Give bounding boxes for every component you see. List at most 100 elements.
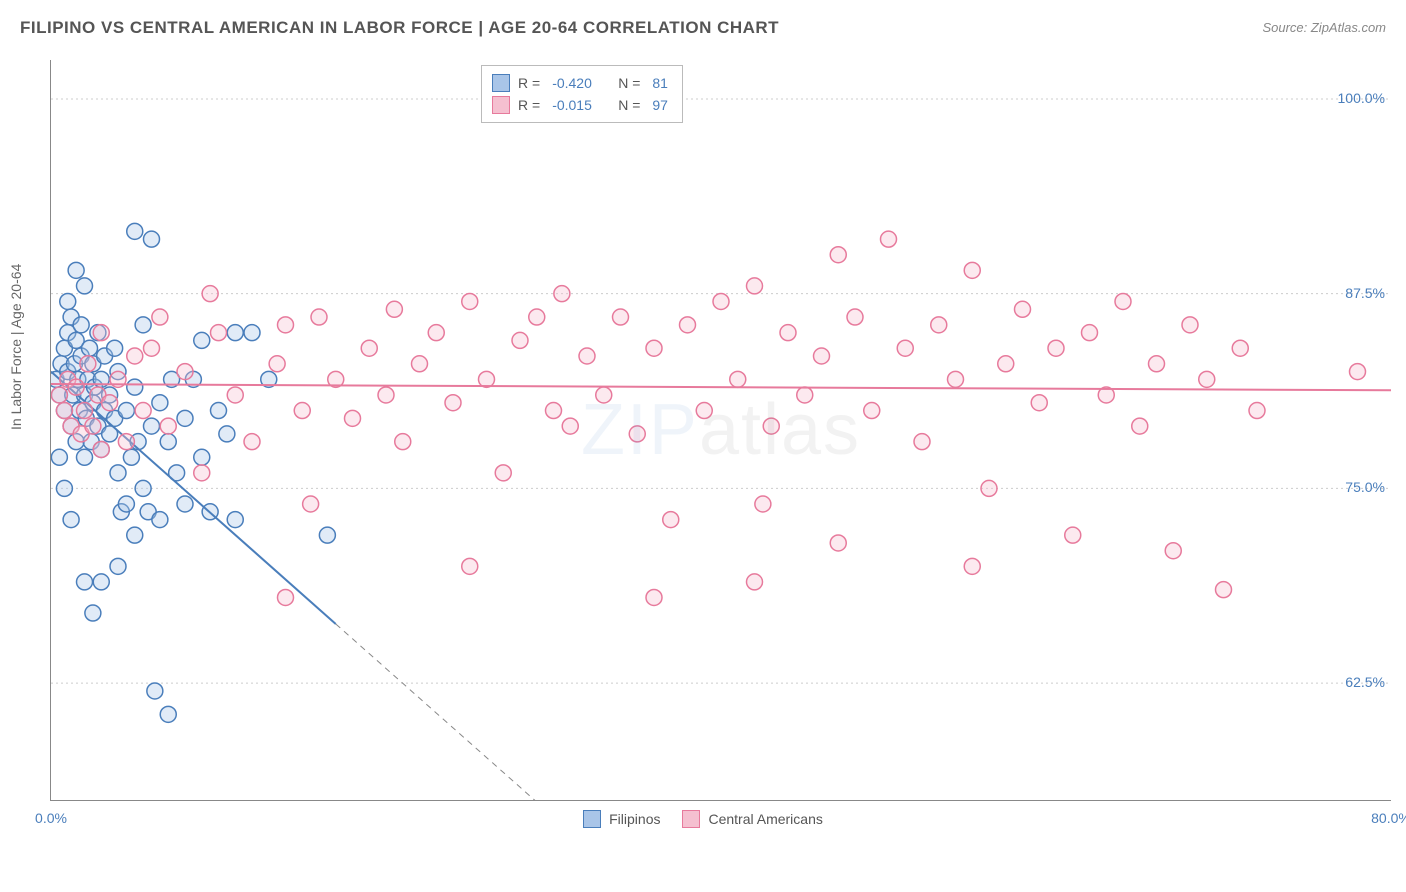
central_americans-point	[1082, 325, 1098, 341]
chart-source: Source: ZipAtlas.com	[1262, 20, 1386, 35]
filipinos-point	[135, 317, 151, 333]
central_americans-point	[194, 465, 210, 481]
plot-area: R =-0.420N =81R =-0.015N =97 ZIPatlas 62…	[50, 60, 1391, 801]
central_americans-point	[77, 403, 93, 419]
filipinos-point	[160, 706, 176, 722]
central_americans-point	[864, 403, 880, 419]
filipinos-point	[73, 317, 89, 333]
central_americans-point	[93, 441, 109, 457]
filipinos-point	[194, 449, 210, 465]
central_americans-point	[311, 309, 327, 325]
filipinos-point	[177, 496, 193, 512]
filipinos-point	[127, 223, 143, 239]
filipinos-point	[118, 496, 134, 512]
central_americans-point	[144, 340, 160, 356]
central_americans-point	[1031, 395, 1047, 411]
legend-n-label: N =	[618, 72, 640, 94]
legend-row-central_americans: R =-0.015N =97	[492, 94, 668, 116]
filipinos-point	[227, 325, 243, 341]
central_americans-point	[613, 309, 629, 325]
central_americans-point	[386, 301, 402, 317]
filipinos-point	[127, 379, 143, 395]
central_americans-point	[1350, 364, 1366, 380]
central_americans-point	[93, 325, 109, 341]
legend-r-label: R =	[518, 94, 540, 116]
central_americans-point	[646, 589, 662, 605]
central_americans-point	[412, 356, 428, 372]
series-legend-item-central_americans: Central Americans	[682, 810, 822, 828]
central_americans-point	[830, 535, 846, 551]
central_americans-point	[361, 340, 377, 356]
central_americans-point	[135, 403, 151, 419]
central_americans-point	[495, 465, 511, 481]
series-legend-label: Central Americans	[708, 811, 822, 827]
y-tick-label: 87.5%	[1305, 285, 1385, 301]
legend-n-value: 81	[652, 72, 668, 94]
central_americans-point	[755, 496, 771, 512]
filipinos-point	[152, 512, 168, 528]
central_americans-point	[102, 395, 118, 411]
filipinos-point	[160, 434, 176, 450]
central_americans-point	[127, 348, 143, 364]
correlation-legend: R = -0.420 N = 81R =-0.015N =97	[481, 65, 683, 123]
central_americans-point	[244, 434, 260, 450]
central_americans-point	[303, 496, 319, 512]
central_americans-point	[202, 286, 218, 302]
central_americans-point	[68, 379, 84, 395]
central_americans-point	[881, 231, 897, 247]
filipinos-point	[127, 527, 143, 543]
central_americans-point	[696, 403, 712, 419]
central_americans-point	[914, 434, 930, 450]
central_americans-trendline	[51, 384, 1391, 390]
central_americans-point	[177, 364, 193, 380]
central_americans-point	[1165, 543, 1181, 559]
central_americans-point	[931, 317, 947, 333]
central_americans-point	[227, 387, 243, 403]
central_americans-point	[747, 574, 763, 590]
central_americans-point	[80, 356, 96, 372]
filipinos-point	[77, 449, 93, 465]
filipinos-point	[77, 278, 93, 294]
central_americans-point	[1249, 403, 1265, 419]
central_americans-point	[1216, 582, 1232, 598]
central_americans-point	[529, 309, 545, 325]
y-tick-label: 100.0%	[1305, 90, 1385, 106]
central_americans-point	[56, 403, 72, 419]
central_americans-point	[1065, 527, 1081, 543]
central_americans-point	[462, 558, 478, 574]
filipinos-point	[211, 403, 227, 419]
central_americans-point	[562, 418, 578, 434]
central_americans-point	[1115, 293, 1131, 309]
filipinos-point	[60, 293, 76, 309]
central_americans-point	[294, 403, 310, 419]
filipinos-point	[319, 527, 335, 543]
legend-row-filipinos: R = -0.420 N = 81	[492, 72, 668, 94]
filipinos-point	[152, 395, 168, 411]
filipinos-point	[144, 418, 160, 434]
filipinos-point	[135, 480, 151, 496]
central_americans-point	[998, 356, 1014, 372]
central_americans-point	[278, 317, 294, 333]
legend-r-label: R =	[518, 72, 540, 94]
filipinos-point	[93, 574, 109, 590]
central_americans-point	[345, 410, 361, 426]
central_americans-point	[763, 418, 779, 434]
central_americans-point	[1182, 317, 1198, 333]
central_americans-point	[1199, 371, 1215, 387]
central_americans-point	[680, 317, 696, 333]
central_americans-point	[546, 403, 562, 419]
legend-r-value: -0.420	[552, 72, 610, 94]
central_americans-point	[964, 262, 980, 278]
central_americans-point	[554, 286, 570, 302]
central_americans-point	[211, 325, 227, 341]
filipinos-point	[110, 558, 126, 574]
central_americans-point	[512, 332, 528, 348]
y-tick-label: 62.5%	[1305, 674, 1385, 690]
central_americans-point	[85, 418, 101, 434]
filipinos-point	[77, 574, 93, 590]
series-legend-label: Filipinos	[609, 811, 660, 827]
central_americans-point	[1048, 340, 1064, 356]
filipinos-point	[107, 340, 123, 356]
legend-swatch-icon	[583, 810, 601, 828]
filipinos-point	[227, 512, 243, 528]
